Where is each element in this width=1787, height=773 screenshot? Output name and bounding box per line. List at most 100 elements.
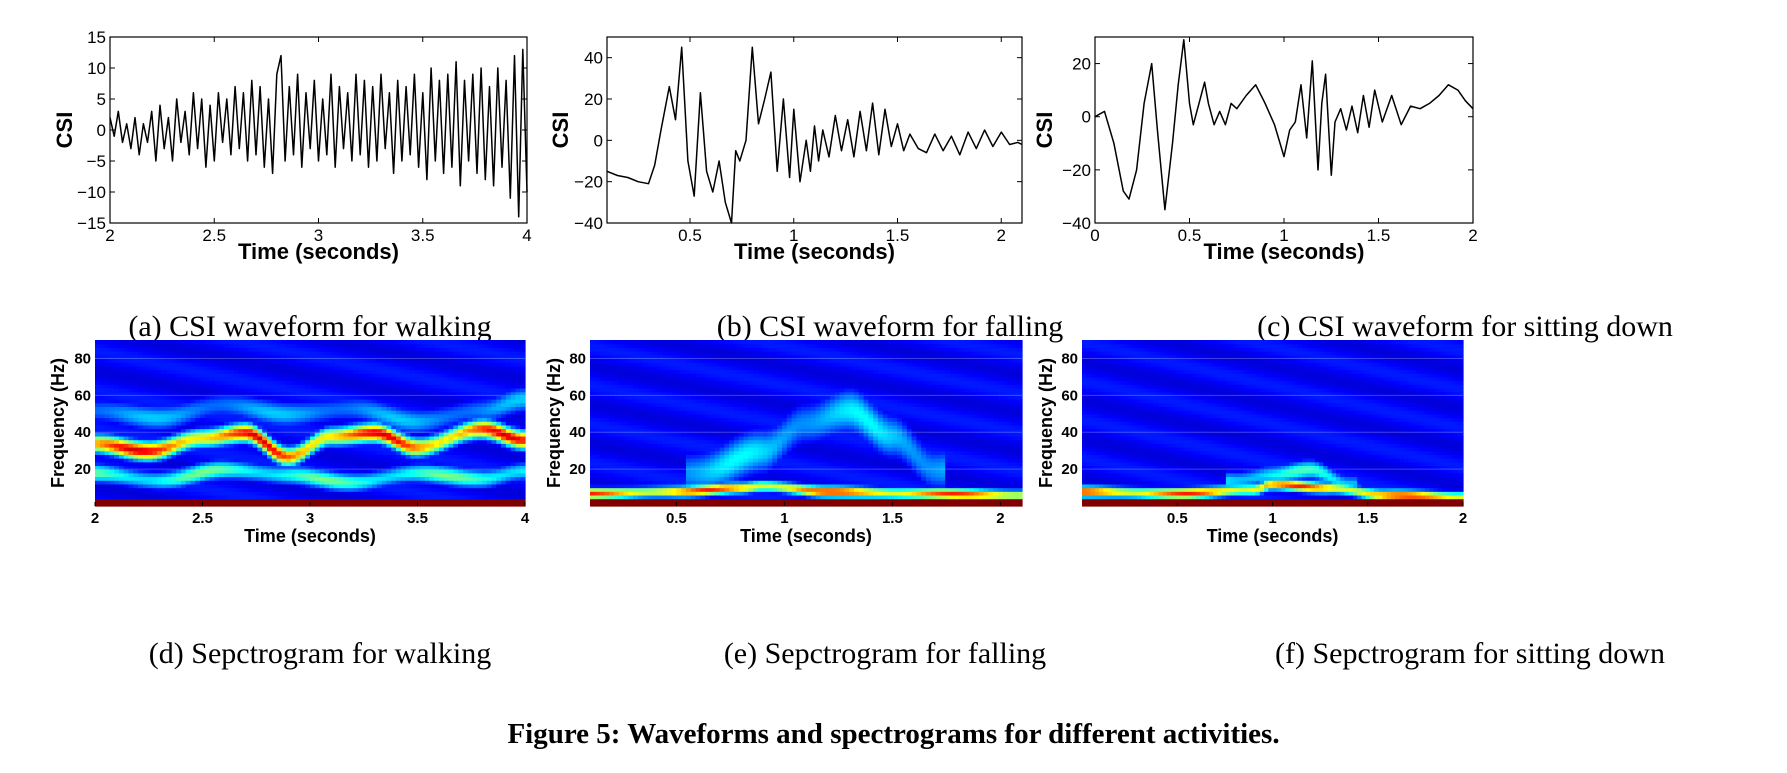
- spectrogram-cell: [333, 480, 340, 485]
- spectrogram-cell: [633, 395, 639, 400]
- spectrogram-cell: [396, 421, 402, 426]
- spectrogram-cell: [357, 402, 364, 407]
- spectrogram-cell: [104, 458, 110, 463]
- spectrogram-cell: [439, 413, 445, 419]
- spectrogram-cell: [152, 347, 158, 352]
- spectrogram-cell: [353, 476, 359, 481]
- spectrogram-cell: [510, 362, 517, 367]
- spectrogram-cell: [424, 362, 431, 367]
- spectrogram-cell: [329, 450, 335, 455]
- spectrogram-cell: [505, 439, 512, 444]
- spectrogram-cell: [618, 358, 625, 363]
- spectrogram-cell: [628, 340, 634, 345]
- spectrogram-cell: [166, 395, 173, 400]
- spectrogram-cell: [123, 391, 130, 396]
- spectrogram-cell: [633, 491, 639, 496]
- x-tick-label: 0.5: [678, 226, 702, 245]
- spectrogram-cell: [99, 376, 106, 382]
- spectrogram-cell: [662, 380, 668, 385]
- spectrogram-cell: [324, 365, 330, 371]
- spectrogram-cell: [467, 472, 474, 478]
- spectrogram-cell: [319, 406, 325, 411]
- spectrogram-cell: [381, 446, 388, 452]
- spectrogram-cell: [633, 402, 639, 407]
- spectrogram-cell: [319, 454, 325, 459]
- spectrogram-cell: [434, 340, 440, 345]
- spectrogram-cell: [190, 439, 196, 444]
- spectrogram-cell: [281, 387, 287, 393]
- spectrogram-cell: [271, 491, 278, 496]
- spectrogram-cell: [185, 494, 192, 500]
- spectrogram-cell: [391, 446, 397, 452]
- spectrogram-cell: [329, 354, 335, 360]
- spectrogram-cell: [338, 461, 345, 467]
- spectrogram-cell: [372, 354, 378, 360]
- spectrogram-cell: [228, 410, 235, 415]
- spectrogram-cell: [286, 380, 292, 385]
- spectrogram-cell: [496, 395, 502, 400]
- spectrogram-cell: [491, 406, 497, 411]
- spectrogram-cell: [410, 476, 416, 481]
- spectrogram-cell: [515, 343, 521, 348]
- spectrogram-cell: [195, 417, 201, 422]
- spectrogram-cell: [604, 494, 610, 500]
- spectrogram-cell: [424, 439, 431, 444]
- spectrogram-cell: [400, 483, 407, 489]
- spectrogram-cell: [415, 443, 421, 448]
- spectrogram-cell: [628, 384, 634, 389]
- spectrogram-cell: [190, 472, 196, 478]
- spectrogram-cell: [434, 406, 440, 411]
- spectrogram-cell: [348, 454, 354, 459]
- spectrogram-cell: [458, 432, 464, 437]
- spectrogram-cell: [381, 458, 388, 463]
- spectrogram-cell: [590, 435, 596, 441]
- spectrogram-cell: [372, 362, 378, 367]
- spectrogram-cell: [372, 376, 378, 382]
- x-axis-title: Time (seconds): [1204, 239, 1365, 264]
- spectrogram-cell: [434, 424, 440, 430]
- spectrogram-cell: [329, 494, 335, 500]
- spectrogram-cell: [166, 376, 173, 382]
- spectrogram-cell: [429, 421, 435, 426]
- spectrogram-cell: [142, 450, 149, 455]
- spectrogram-cell: [247, 351, 254, 356]
- spectrogram-cell: [138, 472, 144, 478]
- spectrogram-cell: [209, 458, 216, 463]
- spectrogram-cell: [295, 347, 302, 352]
- spectrogram-cell: [123, 494, 130, 500]
- spectrogram-cell: [520, 424, 526, 430]
- spectrogram-cell: [618, 439, 625, 444]
- spectrogram-cell: [496, 424, 502, 430]
- spectrogram-cell: [181, 498, 187, 503]
- spectrogram-cell: [599, 476, 605, 481]
- spectrogram-cell: [252, 395, 259, 400]
- spectrogram-cell: [482, 498, 488, 503]
- spectrogram-cell: [123, 432, 130, 437]
- spectrogram-cell: [171, 476, 177, 481]
- spectrogram-cell: [472, 446, 478, 452]
- spectrogram-cell: [333, 369, 340, 374]
- spectrogram-cell: [381, 340, 388, 345]
- spectrogram-cell: [152, 469, 158, 474]
- spectrogram-cell: [467, 480, 474, 485]
- spectrogram-cell: [491, 446, 497, 452]
- spectrogram-cell: [628, 435, 634, 441]
- spectrogram-cell: [396, 428, 402, 433]
- spectrogram-cell: [458, 417, 464, 422]
- spectrogram-cell: [214, 443, 220, 448]
- spectrogram-cell: [200, 369, 206, 374]
- spectrogram-cell: [290, 446, 297, 452]
- spectrogram-cell: [214, 498, 220, 503]
- spectrogram-cell: [628, 387, 634, 393]
- spectrogram-cell: [157, 465, 163, 470]
- spectrogram-cell: [628, 424, 634, 430]
- spectrogram-cell: [190, 391, 196, 396]
- spectrogram-cell: [243, 428, 249, 433]
- spectrogram-cell: [501, 476, 507, 481]
- spectrogram-cell: [161, 354, 168, 360]
- spectrogram-cell: [367, 446, 373, 452]
- spectrogram-cell: [604, 465, 610, 470]
- spectrogram-cell: [467, 483, 474, 489]
- spectrogram-cell: [505, 351, 512, 356]
- spectrogram-cell: [219, 354, 225, 360]
